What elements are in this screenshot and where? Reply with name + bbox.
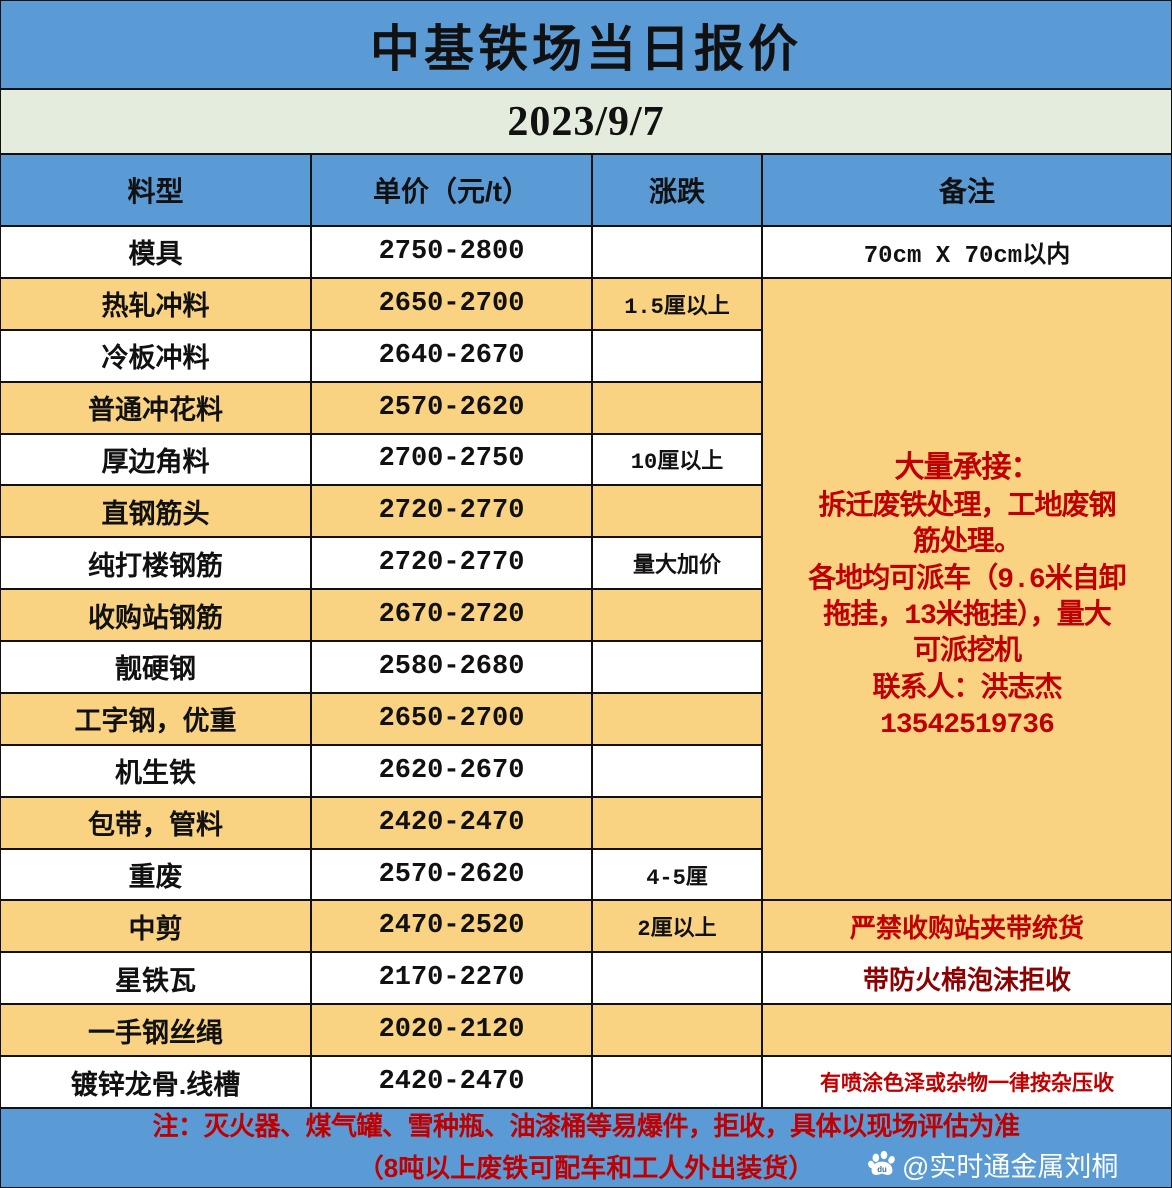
svg-text:du: du <box>877 1165 887 1174</box>
